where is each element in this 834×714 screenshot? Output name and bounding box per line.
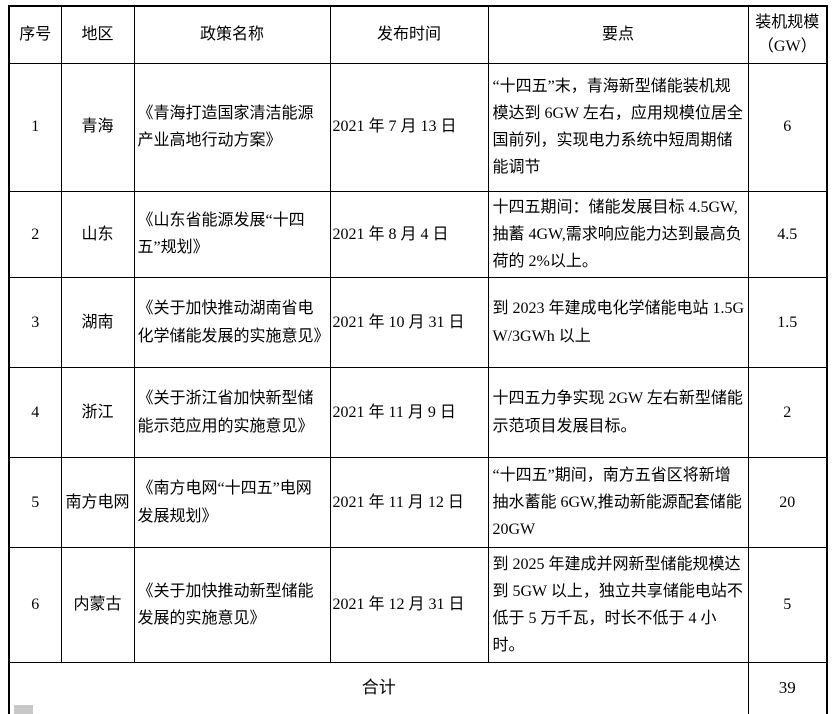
cell-capacity: 2 xyxy=(747,367,828,459)
cell-policy: 《关于加快推动湖南省电化学储能发展的实施意见》 xyxy=(133,277,331,369)
table-row: 4 浙江 《关于浙江省加快新型储能示范应用的实施意见》 2021 年 11 月 9 日… xyxy=(8,367,828,459)
cell-no: 6 xyxy=(8,547,62,664)
total-label: 合计 xyxy=(8,662,749,714)
cell-no: 5 xyxy=(8,457,62,549)
table-row: 3 湖南 《关于加快推动湖南省电化学储能发展的实施意见》 2021 年 10 月 31… xyxy=(8,277,828,369)
total-row: 合计 39 xyxy=(8,662,828,714)
cell-points: 到 2025 年建成并网新型储能规模达到 5GW 以上，独立共享储能电站不低于 … xyxy=(487,547,749,664)
col-header-policy: 政策名称 xyxy=(133,5,331,64)
cell-region: 山东 xyxy=(60,190,135,279)
cell-points: 十四五力争实现 2GW 左右新型储能示范项目发展目标。 xyxy=(487,367,749,459)
cell-policy: 《青海打造国家清洁能源产业高地行动方案》 xyxy=(133,62,331,192)
col-header-no: 序号 xyxy=(8,5,62,64)
col-header-capacity: 装机规模 （GW） xyxy=(747,5,828,64)
cell-no: 2 xyxy=(8,190,62,279)
cell-points: “十四五”末，青海新型储能装机规模达到 6GW 左右，应用规模位居全国前列，实现… xyxy=(487,62,749,192)
cell-date: 2021 年 11 月 12 日 xyxy=(329,457,489,549)
cell-points: 十四五期间：储能发展目标 4.5GW,抽蓄 4GW,需求响应能力达到最高负荷的 … xyxy=(487,190,749,279)
cell-capacity: 4.5 xyxy=(747,190,828,279)
cell-region: 青海 xyxy=(60,62,135,192)
cell-policy: 《关于加快推动新型储能发展的实施意见》 xyxy=(133,547,331,664)
cell-date: 2021 年 7 月 13 日 xyxy=(329,62,489,192)
cell-capacity: 1.5 xyxy=(747,277,828,369)
table-row: 1 青海 《青海打造国家清洁能源产业高地行动方案》 2021 年 7 月 13 日 “十… xyxy=(8,62,828,192)
cell-capacity: 5 xyxy=(747,547,828,664)
cell-no: 3 xyxy=(8,277,62,369)
table-row: 5 南方电网 《南方电网“十四五”电网发展规划》 2021 年 11 月 12 日 “十… xyxy=(8,457,828,549)
cell-region: 内蒙古 xyxy=(60,547,135,664)
cell-date: 2021 年 12 月 31 日 xyxy=(329,547,489,664)
cell-date: 2021 年 10 月 31 日 xyxy=(329,277,489,369)
cell-capacity: 6 xyxy=(747,62,828,192)
scrollbar-nub xyxy=(14,705,33,714)
cell-region: 浙江 xyxy=(60,367,135,459)
policy-table: 序号 地区 政策名称 发布时间 要点 装机规模 （GW） 1 青海 《青海打造国家清… xyxy=(8,5,828,714)
cell-no: 1 xyxy=(8,62,62,192)
cell-region: 南方电网 xyxy=(60,457,135,549)
cell-date: 2021 年 11 月 9 日 xyxy=(329,367,489,459)
total-value: 39 xyxy=(747,662,828,714)
cell-policy: 《南方电网“十四五”电网发展规划》 xyxy=(133,457,331,549)
cell-policy: 《山东省能源发展“十四五”规划》 xyxy=(133,190,331,279)
cell-region: 湖南 xyxy=(60,277,135,369)
col-header-points: 要点 xyxy=(487,5,749,64)
cell-points: 到 2023 年建成电化学储能电站 1.5GW/3GWh 以上 xyxy=(487,277,749,369)
col-header-region: 地区 xyxy=(60,5,135,64)
cell-date: 2021 年 8 月 4 日 xyxy=(329,190,489,279)
cell-no: 4 xyxy=(8,367,62,459)
cell-points: “十四五”期间，南方五省区将新增抽水蓄能 6GW,推动新能源配套储能 20GW xyxy=(487,457,749,549)
col-header-date: 发布时间 xyxy=(329,5,489,64)
cell-capacity: 20 xyxy=(747,457,828,549)
cell-policy: 《关于浙江省加快新型储能示范应用的实施意见》 xyxy=(133,367,331,459)
table-row: 6 内蒙古 《关于加快推动新型储能发展的实施意见》 2021 年 12 月 31 日到… xyxy=(8,547,828,664)
header-row: 序号 地区 政策名称 发布时间 要点 装机规模 （GW） xyxy=(8,5,828,64)
table-row: 2 山东 《山东省能源发展“十四五”规划》 2021 年 8 月 4 日十四五期间：储… xyxy=(8,190,828,279)
